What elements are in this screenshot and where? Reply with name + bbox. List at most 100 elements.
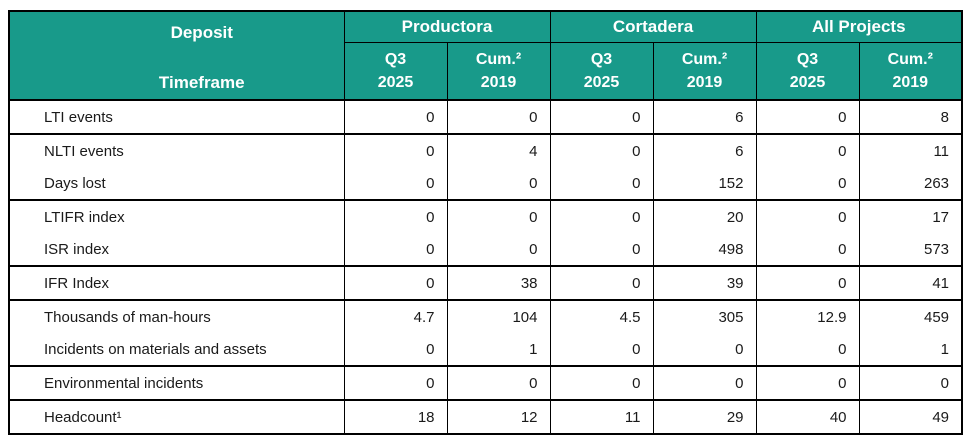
cell-value: 1 (446, 333, 551, 367)
period-header-cortadera-q3: Q3 2025 (549, 42, 654, 101)
column-group-cortadera: Cortadera (549, 10, 757, 43)
row-label: Environmental incidents (8, 366, 345, 401)
table-row: LTI events 0 0 0 6 0 8 (8, 100, 963, 135)
cell-value: 12 (446, 400, 551, 435)
cell-value: 263 (858, 167, 963, 201)
cell-value: 0 (652, 366, 757, 401)
cell-value: 49 (858, 400, 963, 435)
cell-value: 0 (446, 200, 551, 233)
period-label: Q3 (796, 50, 819, 68)
cell-value: 40 (755, 400, 860, 435)
cell-value: 39 (652, 266, 757, 301)
cell-value: 41 (858, 266, 963, 301)
cell-value: 0 (446, 233, 551, 267)
period-year: 2025 (583, 74, 620, 91)
cell-value: 11 (858, 134, 963, 167)
cell-value: 305 (652, 300, 757, 333)
cell-value: 0 (343, 134, 448, 167)
cell-value: 0 (755, 333, 860, 367)
cell-value: 4 (446, 134, 551, 167)
cell-value: 18 (343, 400, 448, 435)
cell-value: 12.9 (755, 300, 860, 333)
cell-value: 498 (652, 233, 757, 267)
table-row: Incidents on materials and assets 0 1 0 0 0 1 (8, 333, 963, 367)
cell-value: 29 (652, 400, 757, 435)
cell-value: 0 (549, 167, 654, 201)
cell-value: 0 (549, 200, 654, 233)
header-row-periods: Q3 2025 Cum.² 2019 Q3 2025 Cum.² 2019 Q3 (9, 42, 963, 101)
cell-value: 0 (343, 366, 448, 401)
row-label: IFR Index (8, 266, 345, 301)
period-label: Cum.² (681, 50, 728, 68)
period-year: 2025 (789, 74, 826, 91)
cell-value: 0 (343, 167, 448, 201)
period-year: 2019 (892, 74, 929, 91)
cell-value: 0 (755, 167, 860, 201)
corner-label-timeframe: Timeframe (158, 73, 245, 92)
table-row: ISR index 0 0 0 498 0 573 (8, 233, 963, 267)
cell-value: 1 (858, 333, 963, 367)
period-year: 2019 (480, 74, 517, 91)
cell-value: 0 (549, 233, 654, 267)
table-header: Deposit Timeframe Productora Cortadera A… (8, 10, 963, 101)
table-row: Days lost 0 0 0 152 0 263 (8, 167, 963, 201)
cell-value: 0 (755, 266, 860, 301)
cell-value: 6 (652, 134, 757, 167)
cell-value: 0 (343, 266, 448, 301)
cell-value: 0 (446, 366, 551, 401)
table-row: Headcount¹ 18 12 11 29 40 49 (8, 400, 963, 435)
cell-value: 0 (343, 333, 448, 367)
cell-value: 152 (652, 167, 757, 201)
cell-value: 4.5 (549, 300, 654, 333)
cell-value: 0 (755, 366, 860, 401)
header-row-groups: Deposit Timeframe Productora Cortadera A… (8, 10, 963, 101)
cell-value: 6 (652, 100, 757, 135)
cell-value: 573 (858, 233, 963, 267)
cell-value: 0 (549, 266, 654, 301)
cell-value: 4.7 (343, 300, 448, 333)
row-label: Days lost (8, 167, 345, 201)
cell-value: 0 (755, 100, 860, 135)
cell-value: 0 (755, 233, 860, 267)
table-row: NLTI events 0 4 0 6 0 11 (8, 134, 963, 167)
period-header-productora-cum: Cum.² 2019 (446, 42, 551, 101)
cell-value: 104 (446, 300, 551, 333)
corner-label-deposit: Deposit (170, 23, 233, 42)
period-header-all-projects-cum: Cum.² 2019 (858, 42, 963, 101)
cell-value: 0 (652, 333, 757, 367)
table-row: IFR Index 0 38 0 39 0 41 (8, 266, 963, 301)
cell-value: 17 (858, 200, 963, 233)
period-label: Q3 (590, 50, 613, 68)
corner-header-cell: Deposit Timeframe (8, 10, 345, 101)
cell-value: 0 (343, 233, 448, 267)
cell-value: 0 (446, 100, 551, 135)
period-header-cortadera-cum: Cum.² 2019 (652, 42, 757, 101)
cell-value: 8 (858, 100, 963, 135)
cell-value: 0 (549, 333, 654, 367)
period-header-all-projects-q3: Q3 2025 (755, 42, 860, 101)
cell-value: 11 (549, 400, 654, 435)
cell-value: 0 (755, 200, 860, 233)
row-label: NLTI events (8, 134, 345, 167)
cell-value: 0 (343, 200, 448, 233)
period-year: 2025 (377, 74, 414, 91)
cell-value: 20 (652, 200, 757, 233)
cell-value: 0 (446, 167, 551, 201)
report-page: Deposit Timeframe Productora Cortadera A… (8, 10, 964, 435)
cell-value: 0 (549, 100, 654, 135)
row-label: Headcount¹ (8, 400, 345, 435)
row-label: ISR index (8, 233, 345, 267)
period-label: Cum.² (475, 50, 522, 68)
cell-value: 0 (549, 134, 654, 167)
row-label: LTIFR index (8, 200, 345, 233)
table-row: LTIFR index 0 0 0 20 0 17 (8, 200, 963, 233)
column-group-productora: Productora (343, 10, 551, 43)
period-header-productora-q3: Q3 2025 (343, 42, 448, 101)
row-label: Thousands of man-hours (8, 300, 345, 333)
table-row: Thousands of man-hours 4.7 104 4.5 305 12.9 45… (8, 300, 963, 333)
period-year: 2019 (686, 74, 723, 91)
column-group-all-projects: All Projects (755, 10, 963, 43)
safety-statistics-table: Deposit Timeframe Productora Cortadera A… (8, 10, 964, 435)
cell-value: 0 (755, 134, 860, 167)
cell-value: 0 (858, 366, 963, 401)
